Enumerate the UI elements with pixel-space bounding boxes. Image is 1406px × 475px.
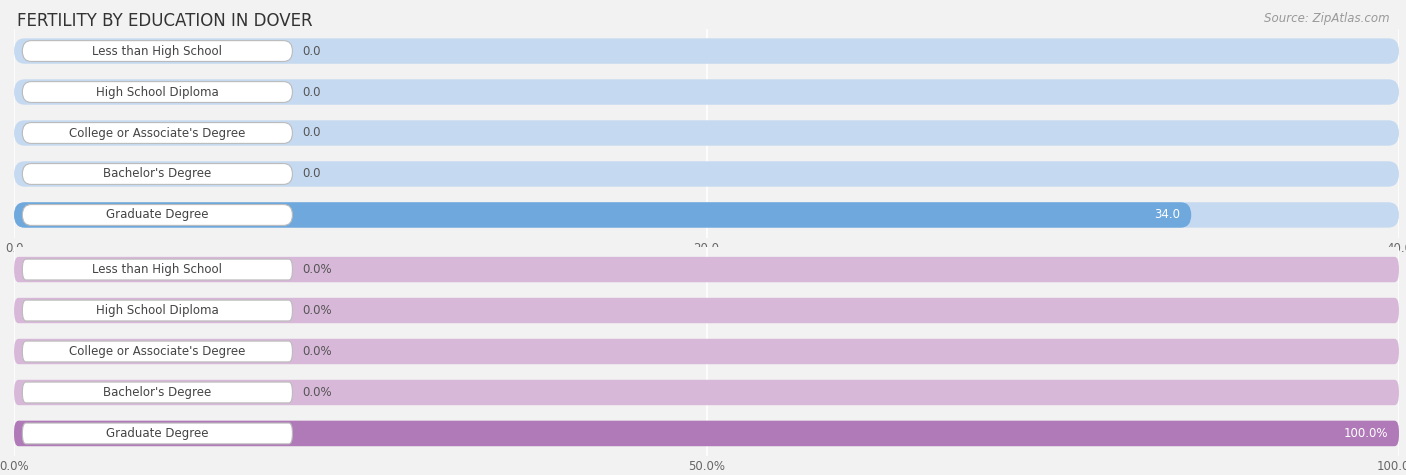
FancyBboxPatch shape xyxy=(14,421,1399,446)
FancyBboxPatch shape xyxy=(14,339,1399,364)
Text: 100.0%: 100.0% xyxy=(1343,427,1388,440)
Text: Source: ZipAtlas.com: Source: ZipAtlas.com xyxy=(1264,12,1389,25)
Text: High School Diploma: High School Diploma xyxy=(96,86,219,98)
Text: Less than High School: Less than High School xyxy=(93,263,222,276)
Text: Graduate Degree: Graduate Degree xyxy=(105,427,208,440)
FancyBboxPatch shape xyxy=(14,298,1399,323)
FancyBboxPatch shape xyxy=(14,202,1399,228)
FancyBboxPatch shape xyxy=(14,120,1399,146)
FancyBboxPatch shape xyxy=(22,341,292,362)
FancyBboxPatch shape xyxy=(14,162,1399,187)
Text: 0.0: 0.0 xyxy=(302,168,321,180)
FancyBboxPatch shape xyxy=(14,202,1191,228)
FancyBboxPatch shape xyxy=(22,82,292,103)
Text: 0.0: 0.0 xyxy=(302,86,321,98)
FancyBboxPatch shape xyxy=(14,79,1399,104)
FancyBboxPatch shape xyxy=(22,300,292,321)
Text: Less than High School: Less than High School xyxy=(93,45,222,57)
Text: Graduate Degree: Graduate Degree xyxy=(105,209,208,221)
Text: 0.0%: 0.0% xyxy=(302,386,332,399)
Text: FERTILITY BY EDUCATION IN DOVER: FERTILITY BY EDUCATION IN DOVER xyxy=(17,12,312,30)
FancyBboxPatch shape xyxy=(14,421,1399,446)
Text: 0.0%: 0.0% xyxy=(302,345,332,358)
Text: Bachelor's Degree: Bachelor's Degree xyxy=(103,386,211,399)
FancyBboxPatch shape xyxy=(22,205,292,225)
Text: Bachelor's Degree: Bachelor's Degree xyxy=(103,168,211,180)
Text: High School Diploma: High School Diploma xyxy=(96,304,219,317)
Text: 0.0%: 0.0% xyxy=(302,304,332,317)
FancyBboxPatch shape xyxy=(22,382,292,403)
FancyBboxPatch shape xyxy=(22,123,292,143)
Text: 0.0: 0.0 xyxy=(302,126,321,140)
Text: College or Associate's Degree: College or Associate's Degree xyxy=(69,126,246,140)
Text: 34.0: 34.0 xyxy=(1154,209,1180,221)
FancyBboxPatch shape xyxy=(22,259,292,280)
FancyBboxPatch shape xyxy=(14,380,1399,405)
Text: College or Associate's Degree: College or Associate's Degree xyxy=(69,345,246,358)
FancyBboxPatch shape xyxy=(22,41,292,61)
FancyBboxPatch shape xyxy=(14,257,1399,282)
Text: 0.0: 0.0 xyxy=(302,45,321,57)
FancyBboxPatch shape xyxy=(22,163,292,184)
Text: 0.0%: 0.0% xyxy=(302,263,332,276)
FancyBboxPatch shape xyxy=(14,38,1399,64)
FancyBboxPatch shape xyxy=(22,423,292,444)
